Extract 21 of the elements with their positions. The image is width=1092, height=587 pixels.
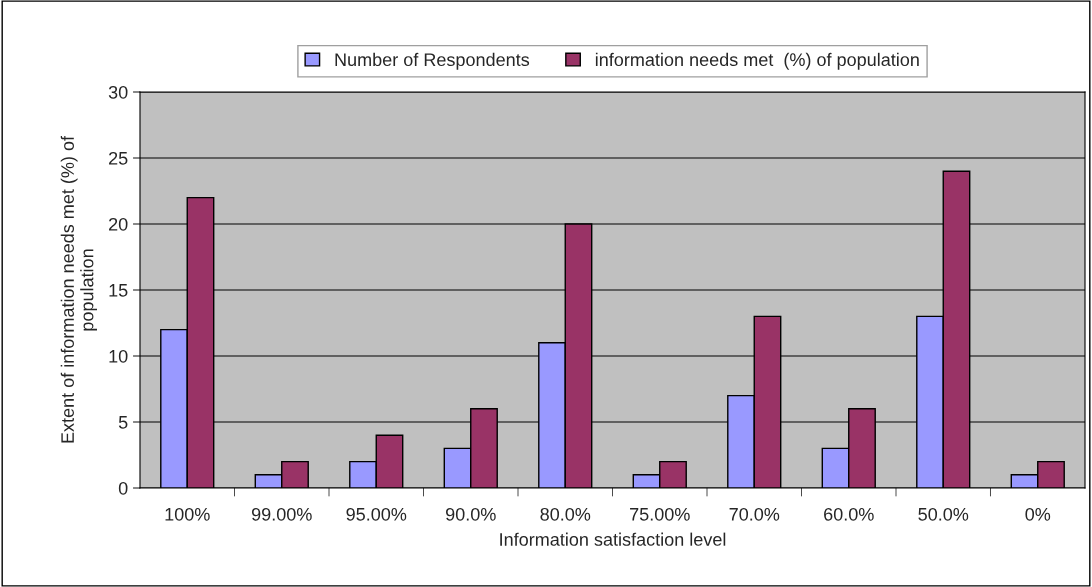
x-tick-label: 80.0%: [540, 507, 591, 521]
x-tick-label: 50.0%: [918, 507, 969, 521]
x-tick-label: 95.00%: [346, 507, 407, 521]
y-tick-label: 15: [109, 284, 128, 297]
x-tick-label: 75.00%: [630, 507, 690, 521]
x-tick-label: 100%: [165, 507, 210, 521]
x-tick-label: 70.0%: [729, 507, 780, 521]
x-axis-title: Information satisfaction level: [500, 532, 726, 546]
legend-label: information needs met (%) of population: [595, 52, 919, 70]
x-tick-label: 0%: [1025, 507, 1051, 521]
x-tick-label: 60.0%: [824, 507, 874, 521]
y-tick-label: 10: [109, 349, 128, 363]
y-tick-label: 30: [108, 85, 128, 99]
y-tick-label: 0: [118, 481, 128, 495]
x-tick-label: 90.0%: [446, 507, 496, 521]
x-tick-label: 99.00%: [251, 507, 312, 521]
y-tick-label: 20: [109, 217, 128, 231]
y-tick-label: 5: [118, 416, 128, 429]
y-tick-label: 25: [109, 151, 128, 165]
legend-label: Number of Respondents: [335, 52, 530, 70]
y-axis-title: Extent of information needs met (%) of population: [60, 135, 97, 443]
